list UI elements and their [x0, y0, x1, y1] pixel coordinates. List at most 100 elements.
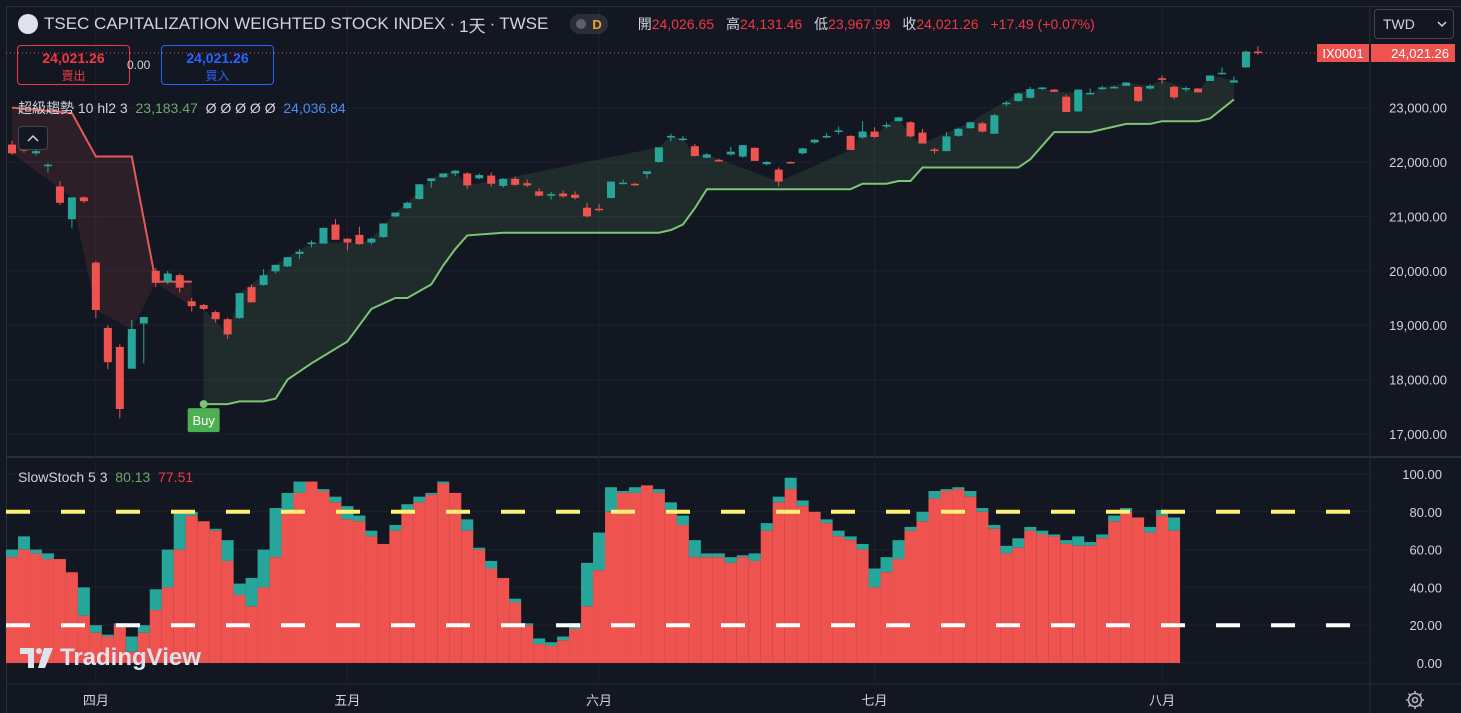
stoch-k-bar[interactable] [940, 489, 953, 492]
stoch-k-bar[interactable] [820, 519, 833, 524]
stoch-k-bar[interactable] [29, 549, 42, 554]
stoch-k-bar[interactable] [293, 481, 306, 493]
stoch-d-bar[interactable] [844, 540, 857, 663]
stoch-d-bar[interactable] [688, 557, 701, 663]
stoch-k-bar[interactable] [173, 511, 186, 550]
stoch-k-bar[interactable] [1012, 538, 1025, 548]
stoch-d-bar[interactable] [113, 625, 126, 663]
supertrend-up-line[interactable] [203, 98, 1235, 406]
stoch-d-bar[interactable] [137, 632, 150, 663]
stoch-d-bar[interactable] [1048, 536, 1061, 663]
stoch-k-bar[interactable] [557, 636, 570, 641]
stoch-k-bar[interactable] [209, 528, 222, 531]
stoch-d-bar[interactable] [856, 549, 869, 663]
stoch-d-bar[interactable] [593, 570, 606, 663]
stoch-d-bar[interactable] [317, 491, 330, 663]
stoch-d-bar[interactable] [1084, 545, 1097, 663]
interval-label[interactable]: 1天 [459, 16, 486, 36]
stoch-d-bar[interactable] [1012, 547, 1025, 663]
candle-body[interactable] [1050, 89, 1059, 92]
stoch-d-bar[interactable] [616, 492, 629, 663]
candle-body[interactable] [199, 305, 208, 309]
candle-body[interactable] [307, 242, 316, 245]
stoch-d-bar[interactable] [125, 651, 138, 663]
stoch-k-bar[interactable] [1108, 515, 1121, 522]
candle-body[interactable] [211, 312, 220, 320]
candle-body[interactable] [618, 182, 627, 185]
stoch-k-bar[interactable] [1000, 545, 1013, 554]
stoch-d-bar[interactable] [928, 498, 941, 663]
stoch-k-bar[interactable] [329, 496, 342, 503]
candle-body[interactable] [1014, 93, 1023, 102]
stoch-d-bar[interactable] [401, 513, 414, 663]
stoch-k-bar[interactable] [988, 525, 1001, 529]
stoch-k-bar[interactable] [41, 553, 54, 560]
candle-body[interactable] [235, 293, 244, 319]
candle-body[interactable] [283, 257, 292, 267]
stoch-k-bar[interactable] [6, 549, 18, 558]
stoch-k-bar[interactable] [593, 532, 606, 571]
candle-body[interactable] [67, 197, 76, 220]
stoch-d-bar[interactable] [413, 502, 426, 663]
candle-body[interactable] [918, 132, 927, 144]
stoch-k-bar[interactable] [233, 583, 246, 595]
buy-signal-badge[interactable] [187, 408, 220, 433]
candle-body[interactable] [738, 145, 747, 157]
stoch-d-bar[interactable] [449, 492, 462, 663]
stoch-d-bar[interactable] [820, 523, 833, 663]
stoch-d-bar[interactable] [197, 521, 210, 663]
stoch-d-bar[interactable] [1024, 530, 1037, 663]
candle-body[interactable] [427, 178, 436, 182]
stoch-k-bar[interactable] [269, 508, 282, 558]
stoch-d-bar[interactable] [293, 492, 306, 663]
stoch-k-bar[interactable] [868, 568, 881, 588]
candle-body[interactable] [906, 122, 915, 137]
stoch-k-bar[interactable] [652, 489, 665, 493]
stoch-k-bar[interactable] [784, 477, 797, 490]
candle-body[interactable] [1086, 92, 1095, 95]
candle-body[interactable] [954, 128, 963, 136]
stoch-k-bar[interactable] [700, 553, 713, 558]
stoch-d-bar[interactable] [173, 549, 186, 663]
stoch-k-bar[interactable] [712, 553, 725, 558]
stoch-k-bar[interactable] [161, 549, 174, 588]
stoch-d-bar[interactable] [1000, 553, 1013, 663]
stoch-d-bar[interactable] [341, 519, 354, 663]
stoch-k-bar[interactable] [353, 515, 366, 522]
settings-gear-icon[interactable] [1405, 690, 1425, 710]
stoch-k-bar[interactable] [1084, 542, 1097, 546]
stoch-d-bar[interactable] [461, 530, 474, 663]
stoch-k-bar[interactable] [413, 496, 426, 503]
stoch-k-bar[interactable] [389, 525, 402, 531]
stoch-k-bar[interactable] [365, 530, 378, 537]
stoch-d-bar[interactable] [437, 483, 450, 663]
candle-body[interactable] [187, 301, 196, 307]
candle-body[interactable] [666, 135, 675, 138]
symbol-logo-icon[interactable] [18, 14, 38, 34]
candle-body[interactable] [175, 275, 184, 288]
stoch-k-bar[interactable] [616, 491, 629, 493]
candle-body[interactable] [475, 175, 484, 179]
candle-body[interactable] [1062, 96, 1071, 112]
stoch-d-bar[interactable] [305, 481, 318, 663]
stoch-d-bar[interactable] [760, 530, 773, 663]
candle-body[interactable] [846, 135, 855, 151]
candle-body[interactable] [630, 183, 639, 186]
candle-body[interactable] [762, 162, 771, 165]
candle-body[interactable] [163, 273, 172, 282]
stoch-d-bar[interactable] [976, 511, 989, 663]
candle-body[interactable] [822, 135, 831, 138]
candle-body[interactable] [139, 317, 148, 324]
candle-body[interactable] [858, 131, 867, 138]
stoch-d-bar[interactable] [17, 549, 30, 663]
last-price-tag[interactable] [1371, 44, 1455, 62]
stoch-k-bar[interactable] [401, 504, 414, 514]
candle-body[interactable] [8, 144, 16, 154]
stoch-k-bar[interactable] [77, 587, 90, 616]
candle-body[interactable] [1026, 89, 1035, 98]
stoch-d-bar[interactable] [473, 549, 486, 663]
candle-body[interactable] [391, 212, 400, 217]
stoch-k-bar[interactable] [461, 519, 474, 531]
stoch-d-bar[interactable] [700, 557, 713, 663]
stoch-k-bar[interactable] [521, 623, 534, 626]
